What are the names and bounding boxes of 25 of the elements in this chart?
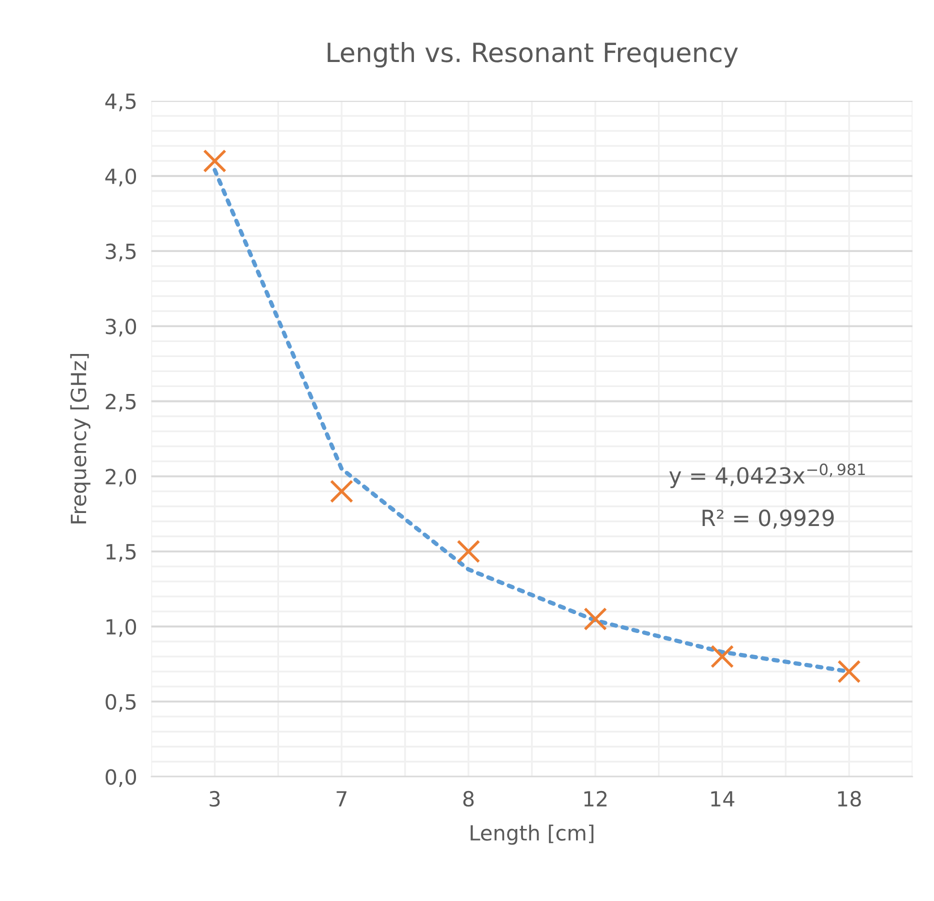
point xyxy=(456,540,480,564)
x-tick-label: 7 xyxy=(336,791,346,806)
y-tick-label: 0,5 xyxy=(106,694,136,712)
y-tick-label: 3,0 xyxy=(106,318,136,336)
point xyxy=(203,149,226,173)
y-tick-label: 3,5 xyxy=(106,244,136,262)
x-axis-title: Length [cm] xyxy=(470,824,594,845)
x-tick-label: 14 xyxy=(711,791,734,806)
x-tick-label: 12 xyxy=(584,790,607,806)
x-tick-label: 3 xyxy=(210,790,220,807)
y-tick-label: 1,5 xyxy=(106,544,136,562)
point xyxy=(710,644,734,668)
y-tick-label: 1,0 xyxy=(106,618,136,637)
point xyxy=(330,480,354,504)
annotation: R² = 0,9929 xyxy=(702,510,834,529)
y-axis-title: Frequency [GHz] xyxy=(70,354,90,524)
y-tick-label: 4,5 xyxy=(105,94,136,112)
chart-title: Length vs. Resonant Frequency xyxy=(328,42,738,68)
y-tick-label: 0,0 xyxy=(106,769,136,787)
x-tick-label: 8 xyxy=(463,790,474,807)
y-tick-label: 4,0 xyxy=(105,168,136,186)
y-tick-label: 2,0 xyxy=(106,468,136,487)
y-tick-label: 2,5 xyxy=(106,394,136,412)
x-tick-label: 18 xyxy=(838,790,861,807)
annotation: y = 4,0423x$^{−0,981}$ xyxy=(669,464,865,488)
